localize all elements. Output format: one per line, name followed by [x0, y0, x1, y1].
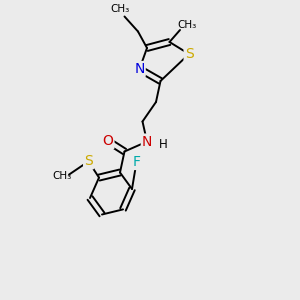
Text: F: F [133, 155, 140, 169]
Text: N: N [142, 135, 152, 148]
Text: CH₃: CH₃ [110, 4, 130, 14]
Text: CH₃: CH₃ [52, 171, 71, 181]
Text: H: H [159, 137, 168, 151]
Text: S: S [84, 154, 93, 168]
Text: N: N [134, 62, 145, 76]
Text: CH₃: CH₃ [178, 20, 197, 30]
Text: O: O [103, 134, 113, 148]
Text: S: S [184, 47, 194, 61]
